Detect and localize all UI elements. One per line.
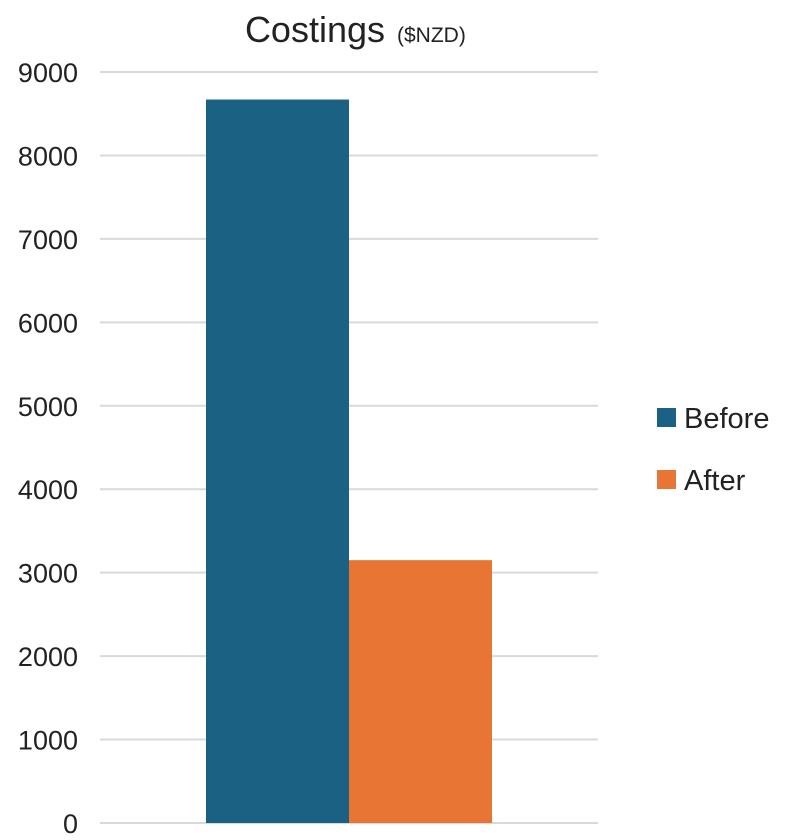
chart-subtitle: ($NZD) [397, 24, 466, 47]
y-tick-label: 9000 [18, 58, 78, 88]
bars [206, 99, 492, 823]
y-tick-label: 7000 [18, 225, 78, 255]
legend: Before After [657, 403, 769, 497]
y-tick-label: 1000 [18, 726, 78, 756]
y-tick-label: 6000 [18, 308, 78, 338]
y-tick-label: 2000 [18, 642, 78, 672]
legend-swatch-after [657, 470, 676, 489]
legend-label-after: After [684, 465, 746, 497]
y-tick-label: 0 [63, 809, 78, 839]
bar-before [206, 99, 349, 823]
y-tick-label: 8000 [18, 141, 78, 171]
bar-after [349, 560, 492, 823]
y-tick-label: 3000 [18, 559, 78, 589]
legend-label-before: Before [684, 403, 769, 435]
y-tick-label: 5000 [18, 392, 78, 422]
y-axis-tick-labels: 0 1000 2000 3000 4000 5000 6000 7000 8000 9000 [18, 58, 78, 839]
chart-title: Costings [245, 9, 385, 50]
y-tick-label: 4000 [18, 475, 78, 505]
legend-swatch-before [657, 408, 676, 427]
